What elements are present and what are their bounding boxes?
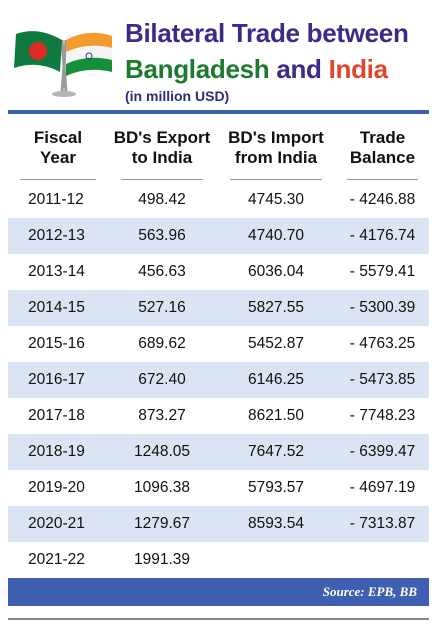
table-top-rule: [8, 110, 429, 114]
table-row: 2017-18 873.27 8621.50 - 7748.23: [8, 398, 429, 434]
header-import: BD's Import from India: [216, 128, 336, 180]
cell-export: 1248.05: [133, 443, 191, 460]
cell-export: 1279.67: [133, 515, 191, 532]
cell-import: 4740.70: [247, 227, 305, 244]
cell-fiscal-year: 2016-17: [28, 371, 85, 388]
cell-import: 6036.04: [247, 263, 305, 280]
flags-icon: [14, 31, 112, 97]
cell-import: 8621.50: [247, 407, 305, 424]
header-trade-balance: Trade Balance: [336, 128, 429, 180]
header: Bilateral Trade between Bangladesh and I…: [0, 0, 440, 108]
cell-fiscal-year: 2011-12: [28, 191, 84, 208]
cell-fiscal-year: 2018-19: [28, 443, 85, 460]
title-bangladesh: Bangladesh: [125, 54, 270, 84]
cell-trade-balance: - 5473.85: [349, 371, 416, 388]
cell-fiscal-year: 2017-18: [28, 407, 85, 424]
cell-fiscal-year: 2014-15: [28, 299, 85, 316]
cell-export: 689.62: [138, 335, 186, 352]
title-and: and: [276, 54, 322, 84]
table-row: 2012-13 563.96 4740.70 - 4176.74: [8, 218, 429, 254]
title-india: India: [328, 54, 388, 84]
subtitle: (in million USD): [125, 88, 230, 104]
cell-import: 4745.30: [247, 191, 305, 208]
cell-export: 873.27: [138, 407, 186, 424]
cell-fiscal-year: 2013-14: [28, 263, 85, 280]
cell-trade-balance: - 6399.47: [349, 443, 416, 460]
cell-import: 7647.52: [247, 443, 305, 460]
cell-export: 672.40: [138, 371, 186, 388]
table-row: 2016-17 672.40 6146.25 - 5473.85: [8, 362, 429, 398]
cell-export: 527.16: [138, 299, 186, 316]
cell-export: 1096.38: [133, 479, 191, 496]
cell-trade-balance: - 5300.39: [349, 299, 416, 316]
table-row: 2014-15 527.16 5827.55 - 5300.39: [8, 290, 429, 326]
trade-table: Fiscal Year BD's Export to India BD's Impo…: [8, 110, 429, 606]
cell-export: 498.42: [138, 191, 186, 208]
cell-trade-balance: - 7748.23: [349, 407, 416, 424]
table-row: 2011-12 498.42 4745.30 - 4246.88: [8, 182, 429, 218]
cell-trade-balance: - 7313.87: [349, 515, 416, 532]
header-fiscal-year: Fiscal Year: [8, 128, 108, 180]
india-flag-icon: [66, 32, 112, 76]
title-line-1: Bilateral Trade between: [125, 18, 409, 48]
cell-fiscal-year: 2019-20: [28, 479, 85, 496]
table-header: Fiscal Year BD's Export to India BD's Impo…: [8, 114, 429, 182]
bottom-divider: [8, 618, 429, 620]
cell-trade-balance: - 4697.19: [349, 479, 416, 496]
bangladesh-flag-icon: [14, 31, 62, 72]
table-body: 2011-12 498.42 4745.30 - 4246.88 2012-13 563.…: [8, 182, 429, 578]
cell-export: 563.96: [138, 227, 186, 244]
cell-import: 5452.87: [247, 335, 305, 352]
cell-fiscal-year: 2012-13: [28, 227, 85, 244]
cell-export: 456.63: [138, 263, 186, 280]
cell-export: 1991.39: [133, 551, 191, 568]
table-row: 2021-22 1991.39: [8, 542, 429, 578]
header-export: BD's Export to India: [108, 128, 216, 180]
cell-trade-balance: - 4763.25: [349, 335, 416, 352]
table-row: 2018-19 1248.05 7647.52 - 6399.47: [8, 434, 429, 470]
cell-import: 5827.55: [247, 299, 305, 316]
cell-fiscal-year: 2021-22: [28, 551, 85, 568]
table-row: 2013-14 456.63 6036.04 - 5579.41: [8, 254, 429, 290]
table-row: 2019-20 1096.38 5793.57 - 4697.19: [8, 470, 429, 506]
table-row: 2020-21 1279.67 8593.54 - 7313.87: [8, 506, 429, 542]
cell-trade-balance: - 4246.88: [349, 191, 416, 208]
cell-fiscal-year: 2015-16: [28, 335, 85, 352]
title-line-2: Bangladesh and India: [125, 54, 388, 85]
table-row: 2015-16 689.62 5452.87 - 4763.25: [8, 326, 429, 362]
cell-fiscal-year: 2020-21: [28, 515, 85, 532]
cell-trade-balance: - 5579.41: [349, 263, 416, 280]
source-note: Source: EPB, BB: [8, 578, 429, 606]
cell-trade-balance: - 4176.74: [349, 227, 416, 244]
cell-import: 6146.25: [247, 371, 305, 388]
cell-import: 8593.54: [247, 515, 305, 532]
cell-import: 5793.57: [247, 479, 305, 496]
